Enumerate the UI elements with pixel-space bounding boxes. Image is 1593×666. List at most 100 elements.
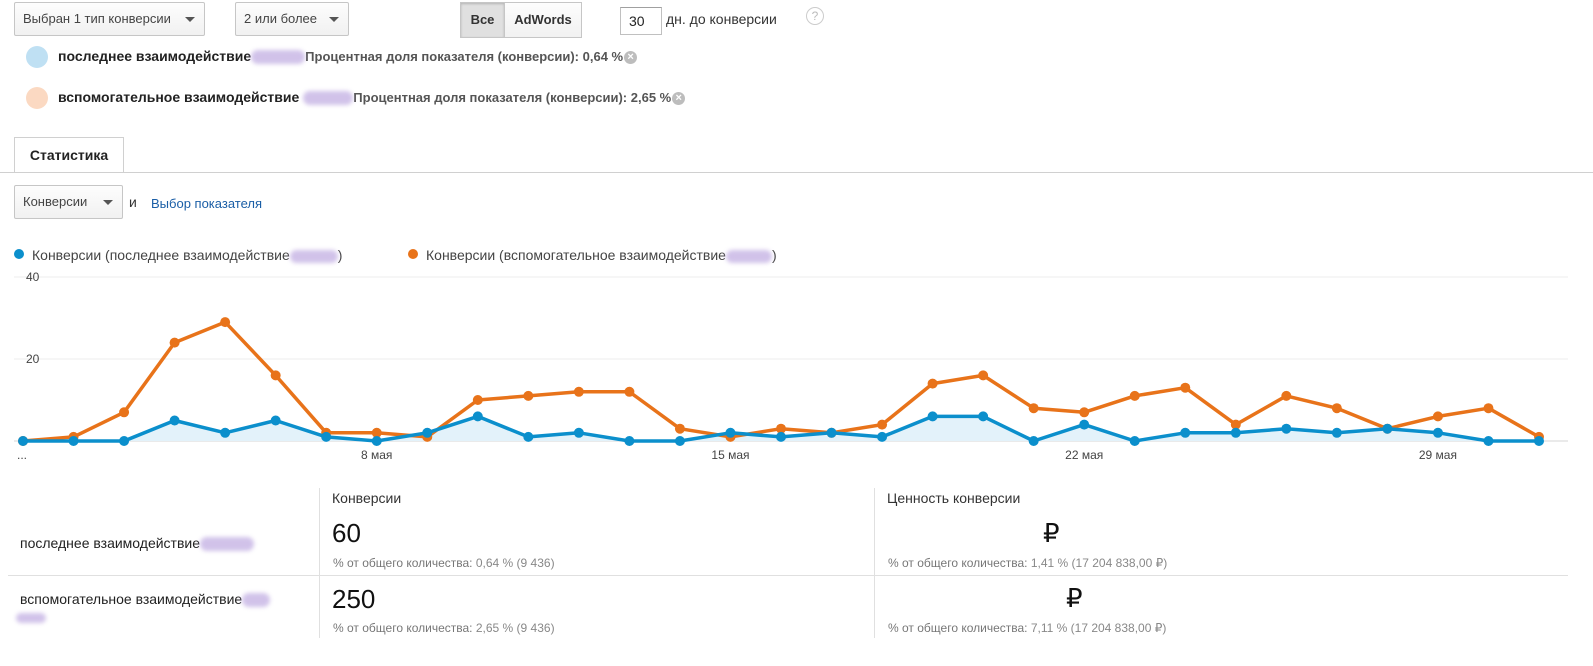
value-currency-assist: ₽	[1066, 583, 1083, 613]
redacted-blur	[16, 613, 46, 623]
tab-statistics[interactable]: Статистика	[14, 137, 124, 173]
days-label: дн. до конверсии	[666, 11, 777, 27]
sub-prefix: % от общего количества:	[333, 621, 473, 635]
data-point	[321, 431, 332, 442]
legend-label: Конверсии (вспомогательное взаимодействи…	[426, 247, 726, 263]
data-point	[1129, 436, 1140, 446]
legend-close-paren: )	[771, 247, 777, 263]
data-point	[1483, 403, 1494, 414]
data-point	[1331, 403, 1342, 414]
sub-prefix: % от общего количества:	[888, 621, 1028, 635]
data-point	[523, 431, 534, 442]
pie-icon	[26, 87, 48, 109]
conversion-type-label: Выбран 1 тип конверсии	[23, 11, 171, 26]
data-point	[1432, 427, 1443, 438]
data-point	[624, 436, 635, 446]
legend-dot	[408, 249, 418, 259]
data-point	[1534, 436, 1544, 446]
data-point	[1028, 403, 1039, 414]
redacted-blur	[725, 249, 772, 263]
y-tick-label: 40	[26, 270, 40, 284]
sub-value: 0,64 % (9 436)	[475, 556, 555, 570]
value-currency-last: ₽	[1043, 518, 1060, 548]
data-point	[169, 415, 180, 426]
segment-all-button[interactable]: Все	[460, 2, 505, 38]
legend-close-paren: )	[337, 247, 343, 263]
x-tick-label: ...	[17, 448, 27, 462]
data-point	[270, 415, 281, 426]
sub-prefix: % от общего количества:	[333, 556, 473, 570]
data-point	[927, 411, 938, 422]
data-point	[1281, 390, 1292, 401]
data-point	[776, 423, 786, 434]
data-point	[119, 407, 130, 418]
segment-name: вспомогательное взаимодействие	[58, 89, 300, 105]
data-point	[877, 431, 888, 442]
data-point	[674, 436, 685, 446]
legend-item-assist[interactable]: Конверсии (вспомогательное взаимодействи…	[408, 247, 777, 263]
data-point	[1432, 411, 1443, 422]
data-point	[1230, 427, 1241, 438]
column-header-conversions: Конверсии	[332, 490, 402, 506]
chevron-down-icon	[185, 17, 195, 22]
segment-adwords-button[interactable]: AdWords	[504, 2, 582, 38]
data-point	[1079, 419, 1090, 430]
conversions-value-assist: 250	[332, 584, 376, 614]
legend-dot	[14, 249, 24, 259]
chevron-down-icon	[103, 200, 113, 205]
interactions-dropdown[interactable]: 2 или более	[235, 2, 349, 36]
data-point	[978, 370, 989, 381]
table-divider	[319, 488, 320, 638]
and-text: и	[129, 194, 137, 210]
choose-metric-link[interactable]: Выбор показателя	[151, 196, 262, 211]
sub-prefix: % от общего количества:	[888, 556, 1028, 570]
conversions-sub-assist: % от общего количества: 2,65 % (9 436)	[333, 621, 555, 635]
data-point	[725, 427, 736, 438]
x-tick-label: 8 мая	[361, 448, 392, 462]
legend-label: Конверсии (последнее взаимодействие	[32, 247, 290, 263]
metric-label: Конверсии	[23, 194, 88, 209]
x-tick-label: 29 мая	[1419, 448, 1457, 462]
data-point	[1028, 436, 1039, 446]
row-label-assist: вспомогательное взаимодействие	[20, 591, 271, 608]
legend-item-last[interactable]: Конверсии (последнее взаимодействие)	[14, 247, 342, 263]
metric-dropdown[interactable]: Конверсии	[14, 185, 123, 219]
sub-value: 1,41 % (17 204 838,00 ₽)	[1030, 556, 1168, 570]
data-point	[573, 386, 584, 397]
tab-divider	[0, 172, 1593, 173]
series-area	[23, 416, 1539, 441]
data-point	[371, 436, 382, 446]
data-point	[978, 411, 989, 422]
data-point	[1230, 419, 1241, 430]
conversions-value-last: 60	[332, 518, 361, 548]
days-input[interactable]: 30	[620, 7, 662, 35]
x-tick-label: 22 мая	[1065, 448, 1103, 462]
data-point	[371, 427, 382, 438]
data-point	[270, 370, 281, 381]
close-icon[interactable]: ×	[624, 51, 638, 64]
data-point	[1180, 382, 1191, 393]
data-point	[877, 419, 888, 430]
line-chart: 20 40... 8 мая 15 мая 22 мая 29 мая	[14, 270, 1568, 462]
data-point	[220, 427, 231, 438]
series-line	[22, 320, 1540, 443]
redacted-blur	[200, 537, 255, 552]
segment-metric: Процентная доля показателя (конверсии): …	[305, 49, 624, 64]
conversion-type-dropdown[interactable]: Выбран 1 тип конверсии	[14, 2, 205, 36]
data-point	[624, 386, 635, 397]
help-icon[interactable]: ?	[806, 7, 824, 25]
redacted-blur	[242, 593, 271, 608]
data-point	[1129, 390, 1140, 401]
close-icon[interactable]: ×	[672, 92, 686, 105]
data-point	[523, 390, 534, 401]
data-point	[1382, 423, 1393, 434]
data-point	[220, 317, 231, 328]
data-point	[1079, 407, 1090, 418]
data-point	[674, 423, 685, 434]
data-point	[927, 378, 938, 389]
table-divider	[874, 488, 875, 638]
data-point	[573, 427, 584, 438]
data-point	[422, 427, 433, 438]
row-label-text: последнее взаимодействие	[20, 535, 201, 551]
data-point	[1281, 423, 1292, 434]
